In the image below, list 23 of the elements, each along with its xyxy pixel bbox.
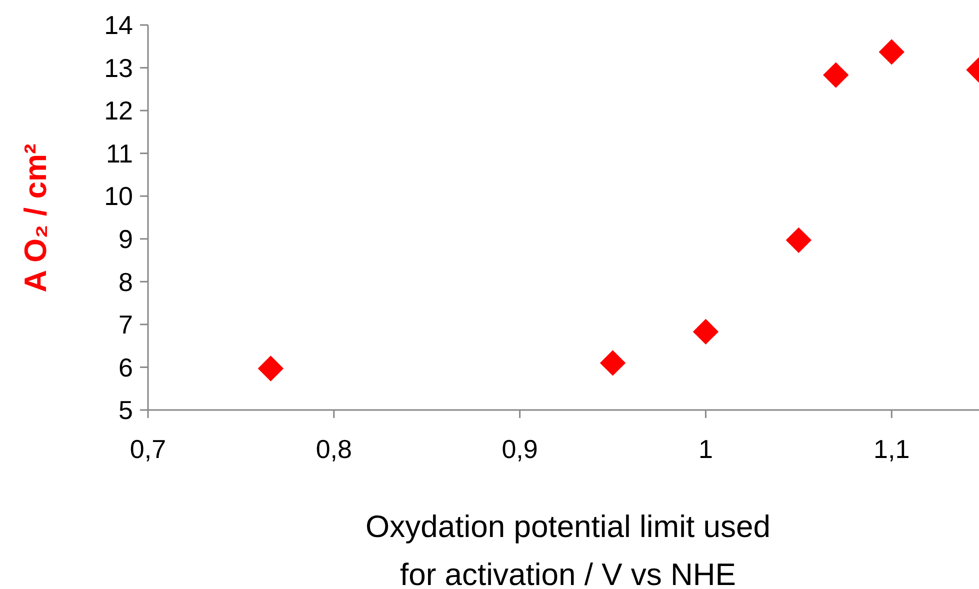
point (600, 350, 626, 376)
y-tick-label: 9 (118, 224, 133, 254)
y-tick-label: 12 (104, 96, 133, 126)
point (692, 318, 719, 345)
y-axis-title: A O₂ / cm² (18, 144, 53, 292)
x-tick-label: 1,1 (874, 434, 910, 464)
point (878, 39, 904, 65)
y-tick-label: 13 (104, 52, 133, 83)
x-axis-title: Oxydation potential limit used for activation / V vs NHE (366, 509, 770, 589)
y-tick-label: 5 (118, 395, 133, 426)
point (823, 62, 849, 88)
point (786, 227, 812, 254)
point (258, 356, 284, 382)
x-tick-label: 0,8 (316, 434, 352, 464)
y-tick-label: 14 (104, 10, 133, 40)
y-tick-label: 7 (118, 310, 133, 340)
y-tick-label: 11 (106, 138, 133, 168)
y-tick-label: 10 (104, 181, 133, 212)
x-tick-label: 1 (698, 434, 713, 464)
y-tick-label: 8 (118, 266, 133, 297)
y-tick-label: 6 (118, 352, 133, 382)
x-tick-label: 0,9 (502, 434, 538, 464)
x-tick-label: 0,7 (130, 434, 166, 464)
